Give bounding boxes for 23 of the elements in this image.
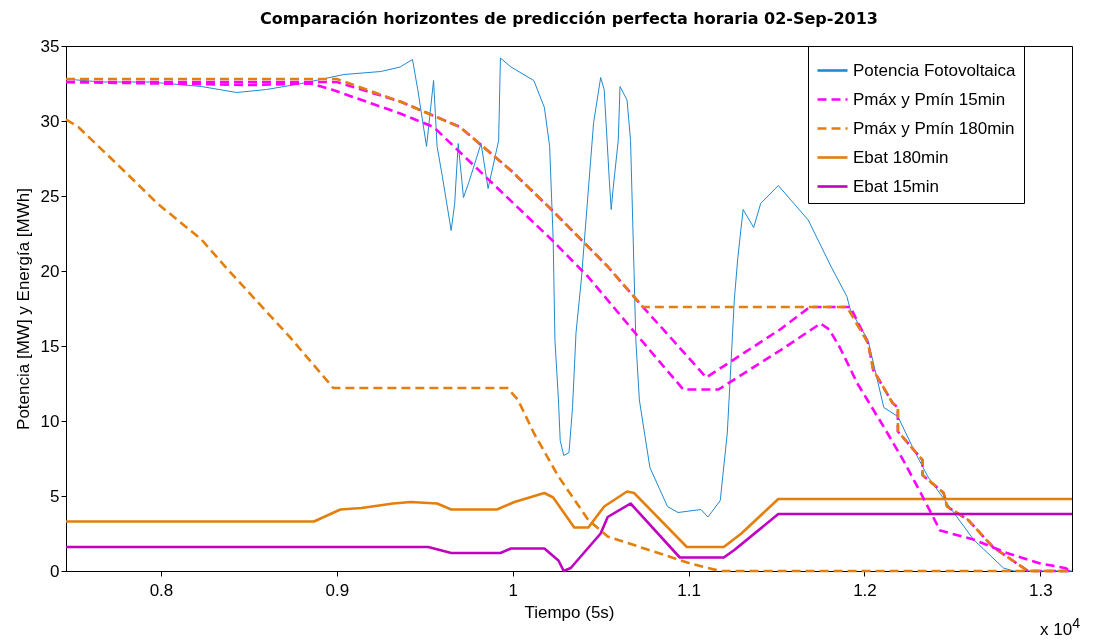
legend-label: Potencia Fotovoltaica xyxy=(853,60,1017,80)
y-tick-label: 10 xyxy=(40,411,60,431)
x-tick-label: 1.1 xyxy=(677,580,701,600)
text: x 10$^{4}$ xyxy=(1039,615,1080,640)
y-tick-label: 30 xyxy=(40,111,60,131)
y-axis-title: Potencia [MW] y Energía [MWh] xyxy=(13,188,33,430)
x-tick-label: 0.8 xyxy=(149,580,174,600)
y-tick-label: 15 xyxy=(40,336,60,356)
legend-label: Pmáx y Pmín 180min xyxy=(853,118,1015,138)
legend-label: Ebat 15min xyxy=(853,176,939,196)
x-axis-title: Tiempo (5s) xyxy=(524,602,615,622)
x-tick-label: 0.9 xyxy=(325,580,350,600)
chart-title: Comparación horizontes de predicción perfecta horaria 02-Sep-2013 xyxy=(260,9,878,28)
x-tick-label: 1.3 xyxy=(1029,580,1053,600)
legend-label: Pmáx y Pmín 15min xyxy=(853,89,1006,109)
x-tick-label: 1 xyxy=(508,580,518,600)
legend-label: Ebat 180min xyxy=(853,147,949,167)
y-tick-label: 20 xyxy=(40,261,60,281)
y-tick-label: 0 xyxy=(50,561,60,581)
y-tick-label: 35 xyxy=(40,36,60,56)
y-tick-label: 5 xyxy=(50,486,60,506)
y-tick-label: 25 xyxy=(40,186,60,206)
x-tick-label: 1.2 xyxy=(853,580,877,600)
